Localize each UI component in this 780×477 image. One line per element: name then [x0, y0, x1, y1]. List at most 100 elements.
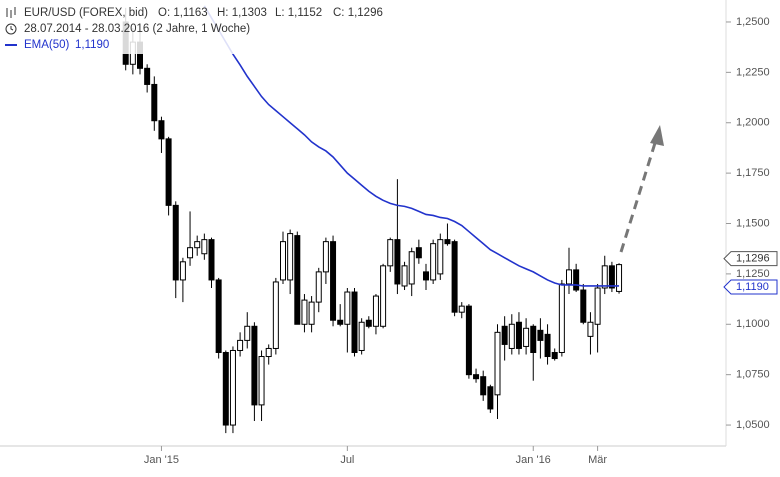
candle-body [337, 319, 344, 325]
candle-body [480, 376, 487, 396]
y-tick-label: 1,1000 [736, 318, 770, 330]
candle-body [201, 239, 208, 255]
open: O: 1,1163 [158, 7, 208, 19]
candle-body [430, 243, 437, 281]
y-tick-label: 1,2250 [736, 66, 770, 78]
candle-body [508, 323, 515, 349]
candle-body [465, 305, 472, 376]
y-tick-label: 1,1750 [736, 167, 770, 179]
candle-body [423, 271, 429, 281]
candle-body [151, 83, 158, 122]
candle-body [308, 301, 315, 325]
legend-bg [0, 0, 300, 54]
y-tick-label: 1,1500 [736, 217, 770, 229]
candle-body [616, 264, 623, 292]
candle-body [530, 325, 537, 353]
tag-label: 1,1190 [736, 281, 769, 293]
candle-body [144, 67, 151, 85]
candle-body [558, 283, 565, 353]
candle-body [179, 261, 186, 281]
candle-body [580, 289, 587, 323]
candle-body [594, 287, 601, 325]
last-value-tag: 1,1190 [723, 279, 778, 295]
tag-label: 1,1296 [736, 253, 770, 265]
y-tick-label: 1,0500 [736, 419, 770, 431]
candle-body [501, 325, 508, 345]
ema-line [203, 5, 620, 287]
candle-body [587, 321, 594, 337]
candle-body [437, 239, 444, 275]
candle-body [451, 241, 458, 313]
candle-body [415, 247, 422, 259]
close: C: 1,1296 [333, 7, 383, 19]
candle-body [287, 233, 294, 281]
y-tick-label: 1,2000 [736, 117, 770, 129]
candle-body [301, 299, 308, 325]
candle-body [158, 120, 165, 140]
plot-area [122, 5, 623, 434]
candle-body [322, 241, 329, 273]
symbol: EUR/USD (FOREX, bid) [24, 7, 148, 19]
candle-body [351, 291, 358, 353]
last-value-tag: 1,1296 [723, 251, 778, 267]
candle-body [330, 241, 337, 321]
candle-body [265, 347, 272, 358]
candle-body [401, 265, 408, 287]
candle-body [380, 265, 387, 327]
candle-body [344, 291, 351, 325]
candle-body [315, 271, 322, 303]
candle-body [601, 265, 608, 289]
low: L: 1,1152 [275, 7, 322, 19]
candle-body [537, 329, 544, 341]
candle-body [387, 239, 394, 267]
tag-box [723, 279, 778, 295]
candle-body [608, 265, 615, 289]
x-tick-label: Mär [588, 454, 607, 466]
candle-body [358, 321, 365, 351]
y-tick-label: 1,0750 [736, 369, 770, 381]
candle-body [237, 339, 244, 351]
trend-arrow [619, 125, 664, 253]
high: H: 1,1303 [217, 7, 267, 19]
x-tick-label: Jul [340, 454, 354, 466]
candle-body [208, 239, 215, 281]
clock-icon [5, 23, 17, 35]
candle-body [272, 281, 279, 349]
x-tick-label: Jan '15 [144, 454, 179, 466]
tag-box [723, 251, 778, 267]
candle-body [458, 305, 465, 313]
ema-legend-value: 1,1190 [75, 39, 109, 51]
candle-body [551, 351, 558, 360]
candle-body [165, 138, 172, 206]
y-tick-label: 1,1250 [736, 268, 770, 280]
candle-body [394, 239, 401, 285]
x-tick-label: Jan '16 [516, 454, 551, 466]
candle-body [372, 295, 379, 327]
candle-body [408, 251, 415, 285]
bars-icon [6, 7, 16, 18]
candle-body [444, 239, 451, 245]
candle-body [172, 204, 179, 281]
candle-body [244, 325, 251, 341]
candle-body [222, 351, 229, 426]
y-tick-label: 1,2500 [736, 16, 770, 28]
candle-body [473, 374, 480, 380]
candle-body [194, 241, 201, 249]
candle-body [215, 279, 222, 353]
candle-body [229, 349, 236, 426]
candle-body [487, 386, 494, 410]
candle-body [294, 235, 301, 325]
period: 28.07.2014 - 28.03.2016 (2 Jahre, 1 Woch… [24, 23, 250, 35]
candle-body [494, 331, 501, 396]
ema-legend: EMA(50) [24, 39, 70, 51]
candle-body [523, 327, 530, 347]
candle-body [251, 325, 258, 406]
candle-body [566, 269, 572, 285]
candle-body [365, 319, 372, 327]
candle-body [573, 269, 580, 291]
candle-body [258, 356, 265, 406]
candle-body [515, 321, 522, 349]
candle-body [187, 247, 194, 259]
candle-body [544, 333, 551, 358]
